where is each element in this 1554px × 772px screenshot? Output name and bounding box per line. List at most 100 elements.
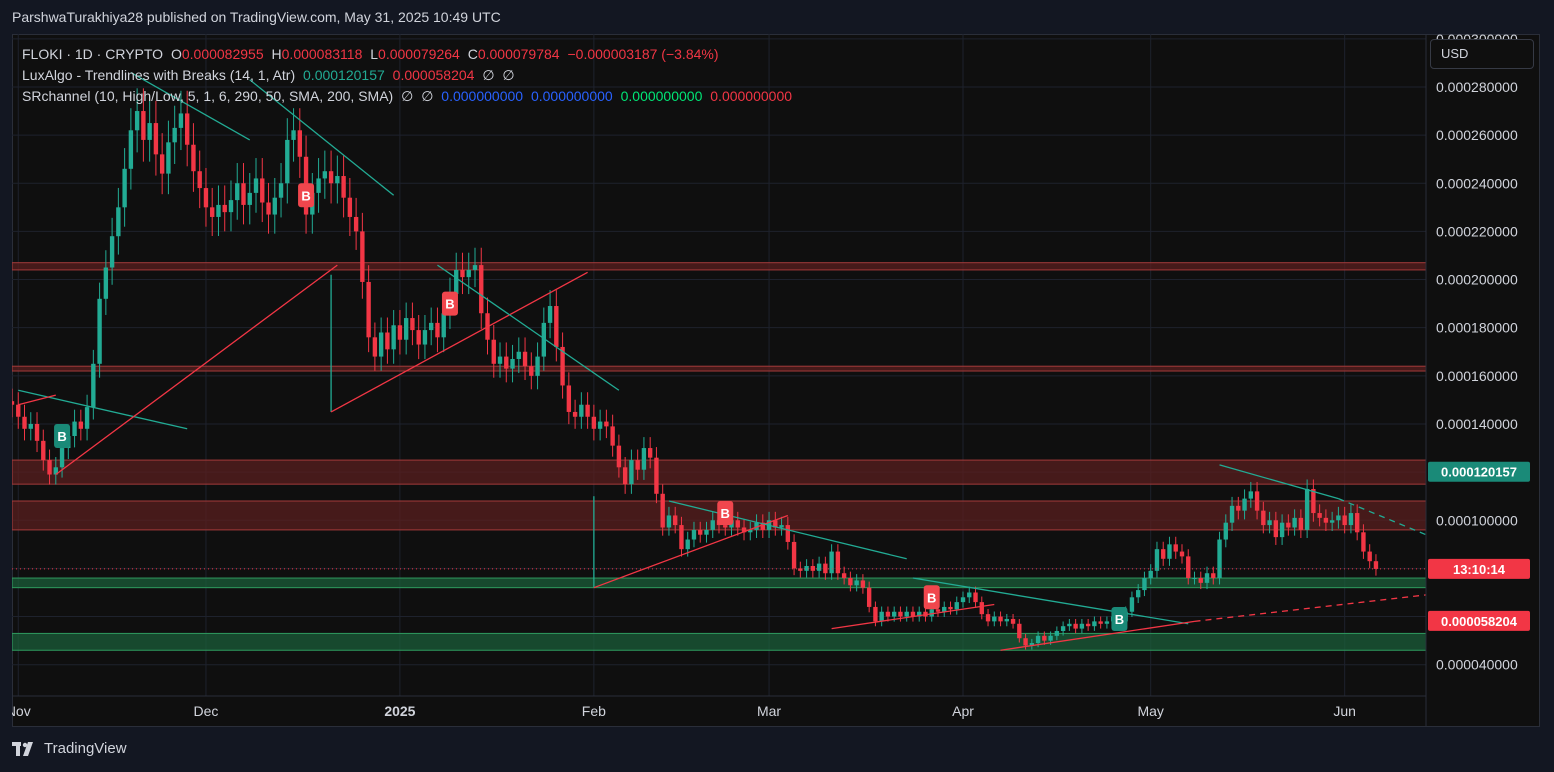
candle bbox=[1223, 514, 1228, 548]
x-tick-label: 2025 bbox=[384, 703, 415, 719]
candle bbox=[804, 559, 809, 578]
symbol-label[interactable]: FLOKI · 1D · CRYPTO bbox=[22, 46, 164, 62]
open-label: O0.000082955 bbox=[171, 46, 264, 62]
candle-body bbox=[960, 597, 966, 603]
candle bbox=[1173, 536, 1178, 559]
indicator2-empty1: ∅ bbox=[401, 88, 414, 104]
candle bbox=[1067, 618, 1072, 631]
candle-body bbox=[873, 606, 878, 622]
candle-body bbox=[622, 467, 628, 485]
candle-body bbox=[1023, 638, 1028, 646]
candle bbox=[322, 150, 328, 199]
x-tick-label: Jun bbox=[1333, 703, 1356, 719]
candle bbox=[1348, 504, 1354, 534]
tradingview-logo[interactable]: TradingView bbox=[12, 740, 127, 757]
candle-body bbox=[222, 204, 227, 213]
break-marker: B bbox=[1111, 606, 1128, 631]
candle bbox=[28, 412, 33, 441]
candle-body bbox=[1317, 513, 1322, 518]
candle-body bbox=[1161, 549, 1166, 559]
red-trendline bbox=[831, 603, 995, 630]
candle-body bbox=[247, 192, 252, 205]
candle-body bbox=[1186, 556, 1191, 579]
candle bbox=[1273, 511, 1279, 545]
candle bbox=[885, 606, 891, 622]
chart-legend: FLOKI · 1D · CRYPTO O0.000082955 H0.0000… bbox=[22, 44, 796, 107]
candle bbox=[1336, 506, 1341, 529]
candle bbox=[109, 217, 115, 285]
candle-body bbox=[673, 515, 678, 526]
red-trendline bbox=[1194, 594, 1427, 623]
currency-button[interactable]: USD bbox=[1430, 39, 1534, 69]
x-tick-label: Dec bbox=[194, 703, 219, 719]
candle bbox=[910, 606, 916, 622]
candle bbox=[1217, 531, 1222, 585]
indicator-srchannel-row[interactable]: SRchannel (10, High/Low, 5, 1, 6, 290, 5… bbox=[22, 86, 796, 107]
candlestick-chart[interactable]: BBBBBB0.0000400000.0000600000.0000800000… bbox=[12, 34, 1540, 727]
candle bbox=[1329, 511, 1335, 532]
teal-trendline bbox=[668, 500, 907, 560]
candle bbox=[566, 372, 572, 425]
candle-body bbox=[1004, 618, 1009, 622]
candle bbox=[16, 392, 21, 429]
candle-body bbox=[184, 113, 190, 145]
candle bbox=[410, 302, 415, 346]
candle bbox=[479, 247, 484, 329]
candle bbox=[1242, 489, 1247, 520]
candle bbox=[1085, 618, 1091, 631]
candle-body bbox=[541, 322, 547, 357]
candle bbox=[510, 344, 515, 383]
candle bbox=[347, 177, 353, 236]
candle bbox=[504, 342, 509, 383]
candle-body bbox=[1273, 520, 1279, 538]
candle bbox=[679, 516, 684, 557]
candle bbox=[266, 182, 271, 234]
y-tick-label: 0.000040000 bbox=[1436, 657, 1518, 673]
candle bbox=[278, 163, 284, 218]
candle bbox=[341, 155, 346, 218]
change-value: −0.000003187 (−3.84%) bbox=[567, 46, 719, 62]
candle-body bbox=[1373, 561, 1379, 569]
candle-body bbox=[341, 176, 346, 198]
candle-body bbox=[210, 207, 215, 217]
candle-body bbox=[1323, 517, 1329, 523]
close-value: 0.000079784 bbox=[477, 46, 560, 62]
candle-body bbox=[347, 197, 353, 217]
candle-body bbox=[391, 325, 396, 350]
high-label: H0.000083118 bbox=[272, 46, 363, 62]
candle bbox=[1373, 554, 1379, 576]
candle-body bbox=[41, 440, 46, 461]
candle-body bbox=[372, 337, 378, 357]
indicator2-name[interactable]: SRchannel (10, High/Low, 5, 1, 6, 290, 5… bbox=[22, 88, 394, 104]
candle bbox=[1298, 509, 1304, 538]
candle-body bbox=[397, 325, 403, 340]
candle bbox=[429, 307, 434, 346]
candle-body bbox=[604, 421, 609, 427]
candle bbox=[153, 100, 159, 176]
indicator1-upper: 0.000120157 bbox=[303, 67, 385, 83]
indicator1-name[interactable]: LuxAlgo - Trendlines with Breaks (14, 1,… bbox=[22, 67, 296, 83]
candle-body bbox=[109, 236, 115, 268]
candle bbox=[397, 310, 403, 355]
candle bbox=[1154, 541, 1160, 578]
red-trendline bbox=[18, 394, 56, 406]
candle bbox=[253, 158, 259, 213]
h-letter: H bbox=[271, 46, 282, 62]
candle bbox=[316, 158, 321, 213]
break-marker: B bbox=[298, 183, 315, 208]
x-tick-label: May bbox=[1137, 703, 1163, 719]
candle-body bbox=[16, 404, 21, 417]
price-label-text: 0.000120157 bbox=[1441, 465, 1517, 480]
candle-body bbox=[328, 171, 334, 184]
candle-body bbox=[385, 332, 390, 350]
tradingview-logo-icon bbox=[12, 741, 33, 756]
indicator-trendlines-row[interactable]: LuxAlgo - Trendlines with Breaks (14, 1,… bbox=[22, 65, 796, 86]
candle-body bbox=[1242, 498, 1247, 511]
candle bbox=[1254, 481, 1260, 520]
open-value: 0.000082955 bbox=[181, 46, 264, 62]
candle bbox=[998, 611, 1003, 627]
candle-body bbox=[1267, 520, 1272, 526]
candle-body bbox=[773, 520, 778, 528]
candle bbox=[272, 177, 277, 234]
candle bbox=[1060, 621, 1066, 636]
